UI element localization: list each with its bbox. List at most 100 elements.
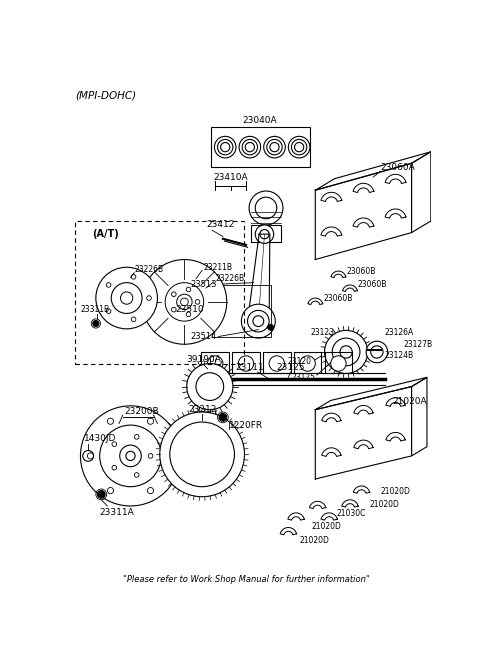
- Circle shape: [112, 465, 117, 470]
- Circle shape: [100, 425, 161, 487]
- Text: 21020D: 21020D: [381, 487, 410, 496]
- Text: 23410A: 23410A: [213, 173, 248, 181]
- Text: 21020A: 21020A: [392, 398, 427, 407]
- Circle shape: [269, 356, 285, 371]
- Circle shape: [97, 491, 105, 498]
- Circle shape: [147, 296, 151, 301]
- Circle shape: [268, 325, 273, 329]
- Text: 23123: 23123: [311, 328, 335, 337]
- Circle shape: [196, 373, 224, 400]
- Circle shape: [186, 312, 191, 316]
- Text: 23040A: 23040A: [242, 117, 277, 126]
- Circle shape: [171, 307, 176, 312]
- Circle shape: [239, 136, 261, 158]
- Circle shape: [87, 453, 94, 459]
- Circle shape: [267, 140, 282, 155]
- Circle shape: [331, 356, 346, 371]
- Text: 23126A: 23126A: [384, 328, 414, 337]
- Circle shape: [264, 136, 285, 158]
- Circle shape: [288, 136, 310, 158]
- Circle shape: [217, 140, 233, 155]
- Circle shape: [131, 317, 136, 322]
- Text: (MPI-DOHC): (MPI-DOHC): [75, 90, 136, 100]
- Bar: [212, 285, 271, 337]
- Circle shape: [295, 143, 304, 152]
- Circle shape: [147, 418, 154, 424]
- Text: 21020D: 21020D: [300, 536, 330, 545]
- Text: 23211B: 23211B: [204, 263, 233, 272]
- Circle shape: [120, 445, 141, 466]
- Polygon shape: [201, 352, 229, 373]
- Circle shape: [165, 283, 204, 321]
- Circle shape: [131, 274, 136, 279]
- Circle shape: [108, 487, 114, 494]
- Circle shape: [238, 356, 254, 371]
- Bar: [211, 127, 310, 167]
- Text: 39190A: 39190A: [186, 355, 221, 364]
- Text: 23120: 23120: [288, 357, 312, 365]
- Circle shape: [255, 225, 274, 244]
- Text: 21030C: 21030C: [337, 509, 366, 518]
- Text: 23212: 23212: [188, 405, 216, 414]
- Polygon shape: [232, 352, 260, 373]
- Text: 23125: 23125: [291, 373, 315, 382]
- Circle shape: [134, 434, 139, 439]
- Text: 21020D: 21020D: [312, 522, 341, 531]
- Text: 23111: 23111: [236, 363, 264, 372]
- Circle shape: [147, 487, 154, 494]
- Text: 23060B: 23060B: [358, 280, 387, 290]
- Text: 23514: 23514: [191, 332, 217, 341]
- Text: 23513: 23513: [190, 280, 217, 289]
- Circle shape: [106, 282, 111, 288]
- Circle shape: [332, 338, 360, 365]
- Circle shape: [324, 330, 368, 373]
- Text: "Please refer to Work Shop Manual for further information": "Please refer to Work Shop Manual for fu…: [122, 575, 370, 584]
- Circle shape: [241, 304, 275, 338]
- Text: 23510: 23510: [175, 305, 204, 314]
- Text: 23060B: 23060B: [323, 293, 352, 303]
- Circle shape: [215, 136, 236, 158]
- Circle shape: [186, 287, 191, 291]
- Circle shape: [248, 310, 269, 332]
- Circle shape: [300, 356, 315, 371]
- Polygon shape: [324, 352, 352, 373]
- Text: 23060B: 23060B: [346, 267, 375, 276]
- Circle shape: [120, 292, 133, 304]
- Circle shape: [245, 143, 254, 152]
- Polygon shape: [294, 352, 322, 373]
- Bar: [75, 221, 244, 364]
- Circle shape: [207, 356, 223, 371]
- Circle shape: [249, 191, 283, 225]
- Circle shape: [93, 320, 99, 327]
- Circle shape: [134, 473, 139, 477]
- Circle shape: [171, 292, 176, 297]
- Circle shape: [255, 197, 277, 219]
- Circle shape: [168, 453, 174, 459]
- Circle shape: [291, 140, 307, 155]
- Text: 23060A: 23060A: [381, 162, 416, 172]
- Circle shape: [366, 341, 388, 363]
- Circle shape: [187, 364, 233, 409]
- Bar: [251, 225, 281, 242]
- Circle shape: [371, 346, 383, 358]
- Text: (A/T): (A/T): [92, 229, 119, 239]
- Text: 23412: 23412: [206, 220, 234, 229]
- Text: 23226B: 23226B: [215, 274, 244, 284]
- Circle shape: [180, 298, 188, 306]
- Circle shape: [111, 283, 142, 314]
- Circle shape: [106, 309, 111, 314]
- Circle shape: [81, 406, 180, 506]
- Circle shape: [170, 422, 234, 487]
- Circle shape: [142, 259, 227, 345]
- Text: 1430JD: 1430JD: [84, 434, 117, 443]
- Text: 23311A: 23311A: [99, 508, 134, 517]
- Circle shape: [195, 299, 200, 304]
- Text: 1220FR: 1220FR: [229, 421, 263, 430]
- Circle shape: [242, 140, 258, 155]
- Text: 23124B: 23124B: [384, 351, 414, 360]
- Text: 23311B: 23311B: [81, 305, 109, 314]
- Circle shape: [177, 294, 192, 310]
- Circle shape: [270, 143, 279, 152]
- Circle shape: [160, 412, 244, 496]
- Circle shape: [96, 267, 157, 329]
